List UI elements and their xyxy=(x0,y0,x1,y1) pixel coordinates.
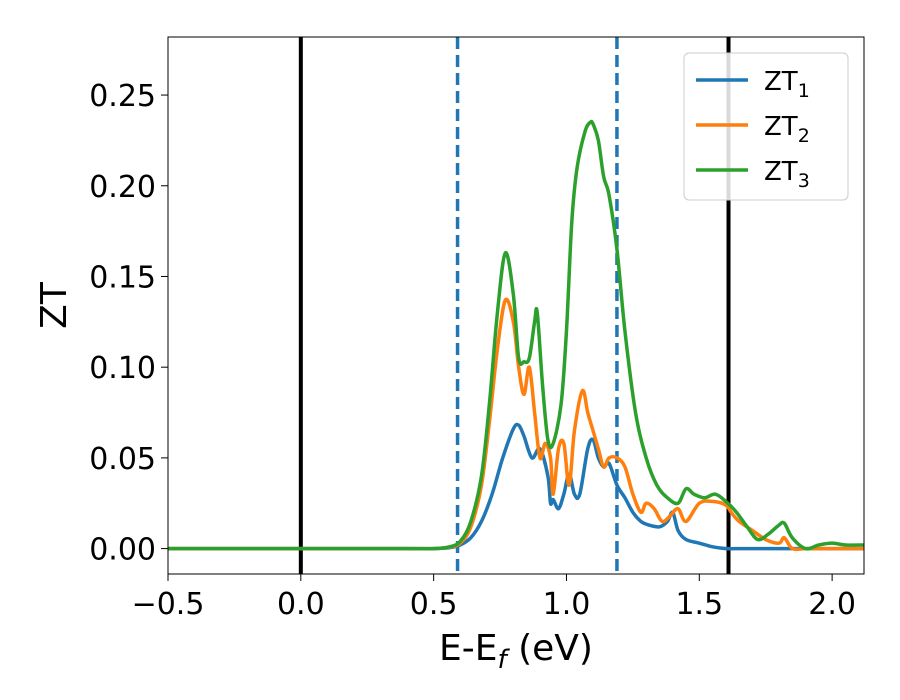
x-tick-label: 1.0 xyxy=(543,587,591,622)
x-tick-label: 2.0 xyxy=(808,587,856,622)
y-axis-title: ZT xyxy=(34,281,75,329)
x-tick-label: −0.5 xyxy=(132,587,205,622)
series-line-zt2 xyxy=(168,297,864,552)
x-axis-title: E-Ef (eV) xyxy=(439,628,593,675)
y-tick-label: 0.10 xyxy=(89,351,156,386)
legend-box xyxy=(683,52,849,201)
series-line-zt1 xyxy=(168,422,864,551)
series-lines xyxy=(168,119,864,552)
y-tick-label: 0.15 xyxy=(89,260,156,295)
x-tick-label: 0.5 xyxy=(410,587,458,622)
y-tick-label: 0.05 xyxy=(89,442,156,477)
y-tick-label: 0.00 xyxy=(89,533,156,568)
series-line-zt3 xyxy=(168,119,864,551)
legend-label-zt2: ZT2 xyxy=(764,112,810,147)
legend: ZT1 ZT2 ZT3 xyxy=(683,52,849,201)
x-tick-label: 1.5 xyxy=(675,587,723,622)
plot-frame xyxy=(167,36,865,575)
y-tick-label: 0.20 xyxy=(89,170,156,205)
y-tick-label: 0.25 xyxy=(89,79,156,114)
x-axis: −0.5 0.0 0.5 1.0 1.5 2.0 xyxy=(132,574,856,622)
legend-label-zt3: ZT3 xyxy=(764,157,810,192)
x-tick-label: 0.0 xyxy=(277,587,325,622)
y-axis: 0.00 0.05 0.10 0.15 0.20 0.25 xyxy=(89,79,168,568)
legend-label-zt1: ZT1 xyxy=(764,67,810,102)
